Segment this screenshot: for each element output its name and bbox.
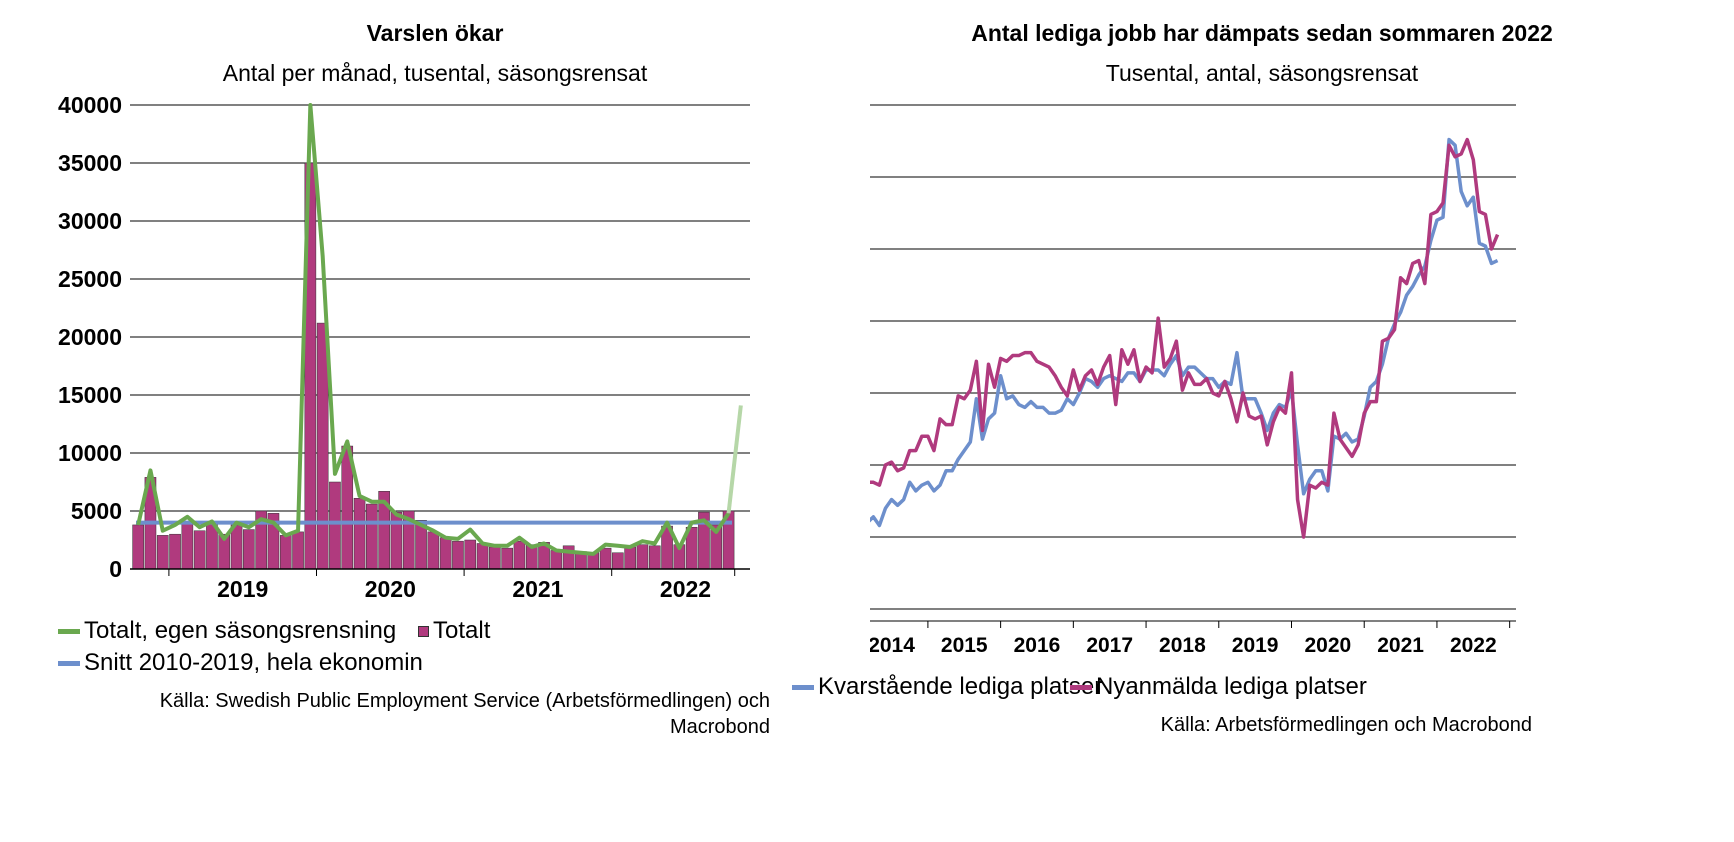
x-year-label: 2019 <box>1232 634 1279 657</box>
bar <box>476 543 489 570</box>
bar <box>353 497 366 570</box>
y-tick-label: 5000 <box>71 498 122 524</box>
blue-line-swatch-icon <box>58 660 80 666</box>
right-legend-label-pink: Nyanmälda lediga platser <box>1096 673 1367 700</box>
bar <box>612 552 624 570</box>
left-chart-source: Källa: Swedish Public Employment Service… <box>159 690 770 738</box>
bar <box>624 546 636 570</box>
bar <box>452 540 464 570</box>
x-year-label: 2021 <box>1377 634 1424 657</box>
left-legend-item-bar: Totalt <box>418 617 490 645</box>
y-tick-label: 10000 <box>58 440 122 466</box>
bar <box>427 531 440 570</box>
bar <box>169 533 181 570</box>
right-legend-label-blue: Kvarstående lediga platser <box>818 673 1103 700</box>
left-legend-item-green: Totalt, egen säsongsrensning <box>58 617 396 645</box>
blue-series-line <box>870 137 1499 528</box>
left-legend-label-bar: Totalt <box>433 617 491 644</box>
x-year-label: 2020 <box>1305 634 1352 657</box>
bar <box>181 522 194 570</box>
x-year-label: 2014 <box>870 634 915 657</box>
y-tick-label: 35000 <box>58 150 122 176</box>
bar <box>206 523 218 570</box>
pink-line-swatch-icon <box>1070 684 1092 690</box>
x-year-label: 2018 <box>1159 634 1206 657</box>
bar <box>156 535 169 570</box>
bar-swatch-icon <box>418 625 429 637</box>
left-legend-item-blue: Snitt 2010-2019, hela ekonomin <box>58 649 423 677</box>
right-legend-item-blue: Kvarstående lediga platser <box>792 673 1102 701</box>
pink-series-line <box>870 137 1500 539</box>
left-chart-panel: Varslen ökar Antal per månad, tusental, … <box>58 20 770 738</box>
y-tick-label: 25000 <box>58 266 122 292</box>
y-tick-label: 0 <box>109 556 122 582</box>
bar <box>513 540 526 570</box>
right-legend-item-pink: Nyanmälda lediga platser <box>1070 673 1367 701</box>
left-legend-label-blue: Snitt 2010-2019, hela ekonomin <box>84 649 423 676</box>
bar <box>636 544 649 570</box>
bar <box>132 524 144 570</box>
bar <box>464 539 477 570</box>
right-chart-panel: Antal lediga jobb har dämpats sedan somm… <box>792 0 1734 842</box>
bar <box>648 545 661 570</box>
bar <box>292 531 304 570</box>
x-year-label: 2021 <box>512 576 563 602</box>
y-tick-label: 40000 <box>58 92 122 118</box>
y-tick-label: 30000 <box>58 208 122 234</box>
x-year-label: 2020 <box>365 576 416 602</box>
faded-series-line <box>726 405 743 514</box>
x-year-label: 2022 <box>1450 634 1497 657</box>
left-chart-plot: 0 5000 10000 15000 20000 25000 30000 35000 40000… <box>58 92 750 602</box>
right-chart-title: Antal lediga jobb har dämpats sedan somm… <box>971 20 1553 46</box>
bar <box>279 535 292 570</box>
x-year-label: 2015 <box>941 634 988 657</box>
bar <box>550 550 563 570</box>
y-tick-label: 15000 <box>58 382 122 408</box>
x-year-label: 2016 <box>1014 634 1061 657</box>
bar <box>193 530 206 570</box>
blue-line-swatch-icon <box>792 684 814 690</box>
x-year-label: 2019 <box>217 576 268 602</box>
green-line-swatch-icon <box>58 628 80 634</box>
bar <box>599 547 612 570</box>
bar <box>489 546 501 570</box>
bar <box>230 524 243 570</box>
x-year-label: 2022 <box>660 576 711 602</box>
right-chart-source: Källa: Arbetsförmedlingen och Macrobond <box>1160 714 1532 736</box>
bar <box>501 547 513 570</box>
left-legend-label-green: Totalt, egen säsongsrensning <box>84 617 397 644</box>
right-chart-plot: 2550751001251501752002014201520162017201… <box>870 104 1516 657</box>
bar <box>439 537 452 570</box>
right-chart-subtitle: Tusental, antal, säsongsrensat <box>1105 60 1419 86</box>
bar <box>329 481 341 570</box>
left-chart-title: Varslen ökar <box>366 20 504 46</box>
green-series-line <box>136 103 731 556</box>
bar <box>366 503 378 570</box>
y-tick-label: 20000 <box>58 324 122 350</box>
left-chart-subtitle: Antal per månad, tusental, säsongsrensat <box>222 60 648 86</box>
x-year-label: 2017 <box>1086 634 1133 657</box>
bar <box>243 529 255 570</box>
